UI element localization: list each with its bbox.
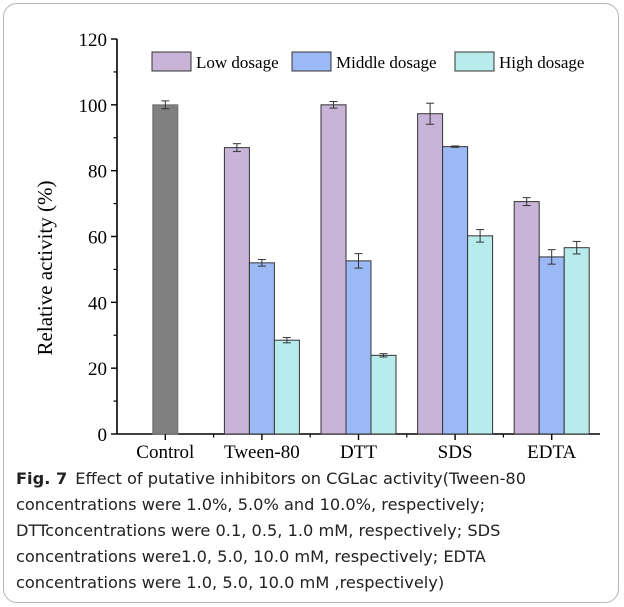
legend-label: Low dosage [196, 53, 279, 72]
bar-low-dosage [320, 104, 347, 435]
bar-middle-dosage [538, 256, 565, 435]
bar-high-dosage [273, 339, 300, 435]
x-tick-label: SDS [438, 442, 473, 463]
figure-caption: Fig. 7 Effect of putative inhibitors on C… [16, 466, 611, 596]
bar-high-dosage [467, 235, 494, 435]
x-tick-label: EDTA [527, 442, 576, 463]
legend-swatch [151, 51, 192, 72]
legend-label: High dosage [499, 53, 584, 72]
bar-low-dosage [223, 147, 250, 435]
x-tick-label: Tween-80 [224, 442, 300, 463]
bar-middle-dosage [248, 262, 275, 435]
y-tick-label: 120 [79, 30, 108, 51]
y-tick-label: 80 [88, 162, 107, 183]
bar-middle-dosage [345, 260, 372, 435]
bar-chart: 0 20 40 60 80 100 120 Control Tween-80 DTT SDS EDTA… [33, 30, 600, 463]
caption-text: Effect of putative inhibitors on CGLac a… [16, 469, 527, 592]
bar-high-dosage [563, 247, 590, 435]
y-tick-label: 0 [98, 425, 108, 446]
chart-legend: Low dosage Middle dosage High dosage [151, 51, 584, 72]
y-tick-label: 60 [88, 228, 107, 249]
chart-bars [152, 100, 590, 435]
bar-control [152, 104, 179, 435]
y-tick-label: 20 [88, 359, 107, 380]
legend-swatch [291, 51, 332, 72]
y-axis-label: Relative activity (%) [33, 181, 57, 356]
x-tick-label: DTT [340, 442, 377, 463]
legend-swatch [454, 51, 495, 72]
x-tick-label: Control [136, 442, 194, 463]
legend-label: Middle dosage [336, 53, 437, 72]
y-tick-label: 100 [79, 96, 108, 117]
chart-axes: 0 20 40 60 80 100 120 Control Tween-80 DTT SDS EDTA [79, 30, 600, 463]
bar-low-dosage [417, 113, 444, 435]
bar-middle-dosage [442, 146, 469, 435]
y-tick-label: 40 [88, 293, 107, 314]
bar-high-dosage [370, 354, 397, 435]
bar-low-dosage [513, 201, 540, 435]
figure-label: Fig. 7 [16, 469, 68, 488]
